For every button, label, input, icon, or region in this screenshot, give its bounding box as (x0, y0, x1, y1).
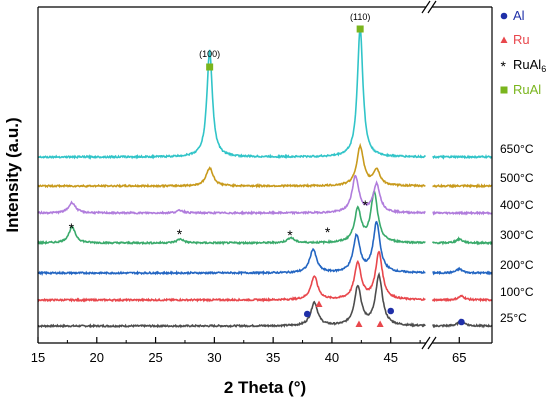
marker-al-45 (387, 307, 395, 315)
axis-break-mark-4 (427, 0, 437, 14)
marker-rual-110 (356, 25, 364, 33)
series-line-300c-seg2 (431, 236, 493, 246)
series-line-300c-seg1 (37, 189, 426, 246)
legend-marker-al (500, 12, 508, 20)
legend-marker-rual (500, 86, 508, 94)
marker-al-65 (458, 318, 465, 326)
series-line-650c-seg2 (432, 153, 493, 160)
series-label-25c: 25°C (500, 311, 527, 325)
x-tick-label-25: 25 (148, 350, 162, 365)
series-line-200c-seg1 (37, 220, 426, 276)
x-tick-label-40: 40 (325, 350, 339, 365)
x-tick-label-65: 65 (452, 350, 466, 365)
marker-ru-42 (355, 320, 363, 327)
rual6-star-5: * (363, 197, 369, 213)
rual6-star-3: * (287, 227, 293, 243)
hkl-label-100: (100) (199, 49, 220, 59)
series-line-25c-seg1 (37, 271, 426, 329)
axis-break-mark-3 (421, 0, 431, 14)
rual6-star-1: * (69, 220, 75, 236)
series-label-300c: 300°C (500, 228, 534, 242)
legend-label-ru: Ru (513, 32, 530, 47)
x-tick-label-45: 45 (383, 350, 397, 365)
legend-label-rual: RuAl (513, 82, 541, 97)
x-tick-label-20: 20 (90, 350, 104, 365)
series-line-100c-seg1 (37, 250, 426, 303)
legend-marker-ru (500, 36, 508, 43)
traces-layer (37, 26, 493, 329)
legend: Al Ru * RuAl6 RuAl (500, 8, 546, 97)
axis-break-mark-2 (427, 336, 437, 350)
axis-break-mark-1 (421, 336, 431, 350)
series-label-400c: 400°C (500, 198, 534, 212)
series-line-500c-seg2 (432, 183, 493, 189)
series-line-650c-seg1 (38, 26, 427, 160)
series-label-650c: 650°C (500, 142, 534, 156)
marker-al-38 (303, 310, 311, 318)
legend-label-al: Al (513, 8, 525, 23)
rual6-star-4: * (325, 224, 331, 240)
series-label-500c: 500°C (500, 171, 534, 185)
series-line-500c-seg1 (37, 142, 426, 189)
axes-layer: 15 20 25 30 35 40 45 65 2 Theta (°) Intensity (a.… (3, 0, 493, 397)
labels-layer: 25°C 100°C 200°C 300°C 400°C 500°C 650°C * * * * * (… (69, 12, 534, 325)
hkl-label-110: (110) (350, 12, 370, 22)
marker-rual-100 (206, 63, 214, 71)
series-line-100c-seg2 (431, 294, 493, 303)
series-label-200c: 200°C (500, 258, 534, 272)
series-line-400c-seg1 (37, 174, 426, 216)
x-tick-label-15: 15 (31, 350, 45, 365)
x-tick-label-30: 30 (207, 350, 221, 365)
x-tick-label-35: 35 (266, 350, 280, 365)
series-line-200c-seg2 (432, 266, 493, 276)
series-line-400c-seg2 (432, 210, 493, 216)
marker-ru-44 (376, 320, 384, 327)
legend-label-rual6: RuAl6 (513, 57, 546, 74)
x-axis-title: 2 Theta (°) (224, 378, 306, 397)
marker-ru-38 (315, 300, 323, 307)
series-label-100c: 100°C (500, 285, 534, 299)
legend-marker-rual6: * (501, 58, 507, 74)
markers-layer (206, 25, 465, 327)
rual6-star-2: * (177, 226, 183, 242)
y-axis-title: Intensity (a.u.) (3, 117, 22, 232)
